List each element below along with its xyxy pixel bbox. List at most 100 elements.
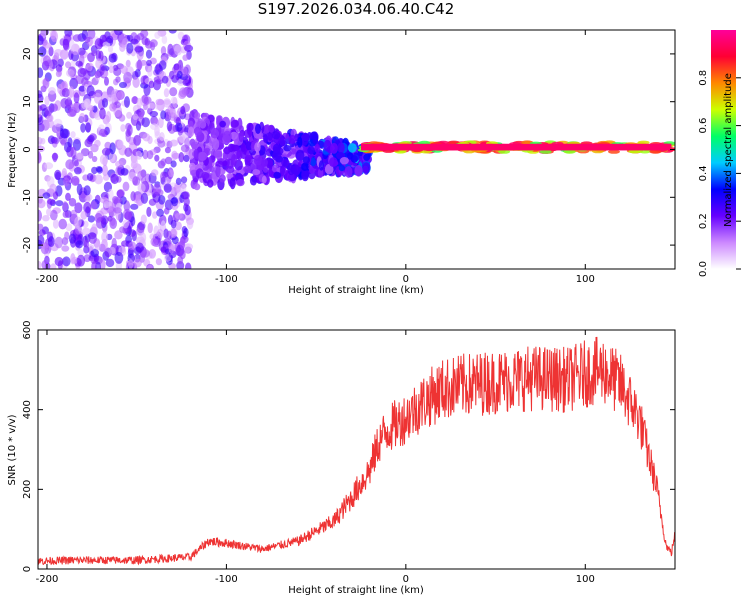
heatmap-cell [122,219,129,229]
heatmap-cell [114,230,123,240]
heatmap-cell [175,177,182,185]
x-tick-label: -200 [36,274,59,285]
heatmap-cell [253,154,263,166]
heatmap-cell [40,243,49,249]
heatmap-cell [190,141,199,150]
heatmap-cell [159,132,165,142]
heatmap-cell [126,42,134,54]
heatmap-cell [150,41,156,51]
heatmap-cell [135,242,144,253]
heatmap-cell [187,126,195,138]
heatmap-cell [330,142,338,154]
heatmap-cell [154,31,161,39]
x-tick-label: -200 [36,574,59,585]
heatmap-cell [108,151,116,163]
colorbar-ticks: 0.0 0.2 0.4 0.6 0.8 [698,70,741,277]
y-tick-label: 0 [22,566,33,572]
heatmap-cell [240,142,246,152]
heatmap-cell [62,38,70,50]
heatmap-cell [160,220,166,231]
heatmap-cell [75,240,84,249]
heatmap-cell [143,96,152,105]
heatmap-cell [47,236,55,248]
heatmap-cell [109,103,117,112]
heatmap-cell [236,179,245,187]
x-tick-label: 0 [403,274,409,285]
heatmap-cell [42,77,50,89]
heatmap-cell [147,264,153,269]
heatmap-cell [111,237,117,250]
heatmap-cell [108,65,115,74]
heatmap-cell [140,232,147,243]
heatmap-cell [62,256,71,267]
heatmap-cell [46,208,52,217]
heatmap-cell [115,76,121,83]
heatmap-cell [215,166,221,178]
heatmap-cell [142,149,149,160]
y-tick-label: 400 [22,400,33,419]
heatmap-cell [169,139,178,147]
heatmap-cell [88,232,97,244]
heatmap-cell [136,97,142,110]
heatmap-cell [109,246,116,255]
heatmap-cell [310,157,317,167]
heatmap-cell [152,183,162,195]
heatmap-cell [93,92,102,104]
heatmap-cell [83,239,90,248]
heatmap-cell [290,148,297,155]
heatmap-cell [83,201,92,214]
x-tick-label: -100 [215,274,238,285]
heatmap-cell [44,106,53,117]
heatmap-cell [72,102,79,111]
heatmap-cell [108,53,117,63]
heatmap-cell [338,165,345,172]
heatmap-cell [80,123,86,133]
heatmap-cell [74,216,82,228]
heatmap-cell [95,261,101,269]
heatmap-cell [69,39,75,52]
heatmap-cell [87,215,95,223]
heatmap-cell [106,94,113,102]
heatmap-cell [38,35,44,46]
heatmap-cell [119,33,128,46]
heatmap-cell [147,66,153,77]
heatmap-cell [112,195,119,204]
heatmap-cell [179,238,186,250]
heatmap-cell [79,112,86,123]
heatmap-cell [123,71,132,84]
heatmap-cell [167,48,176,57]
heatmap-cell [244,154,253,166]
x-tick-label: 100 [576,274,595,285]
heatmap-cell [164,156,173,165]
heatmap-cell [61,168,67,178]
chart-title: S197.2026.034.06.40.C42 [258,0,455,18]
heatmap-cell [68,197,77,207]
heatmap-cell [119,81,127,89]
heatmap-cell [170,219,177,229]
heatmap-cell [65,97,72,109]
heatmap-cell [72,34,82,42]
heatmap-cell [76,183,83,196]
heatmap-cell [86,173,94,181]
heatmap-cell [83,70,91,81]
heatmap-cell [131,156,138,168]
heatmap-cell [210,128,220,139]
heatmap-cell [146,206,152,217]
heatmap-cell [38,229,46,236]
heatmap-cell [74,167,82,175]
heatmap-cell [130,203,139,210]
heatmap-cell [70,253,76,265]
heatmap-cell [118,114,126,122]
heatmap-cell [219,120,226,128]
heatmap-cell [261,175,267,184]
heatmap-cell [65,159,75,170]
heatmap-cell [65,192,71,201]
heatmap-cell [116,91,125,100]
heatmap-cell [45,119,55,129]
heatmap-cell [49,209,58,221]
heatmap-cell [563,149,576,154]
heatmap-cell [135,150,143,160]
heatmap-cell [344,166,353,178]
heatmap-cell [84,36,91,43]
heatmap-cell [107,188,114,201]
